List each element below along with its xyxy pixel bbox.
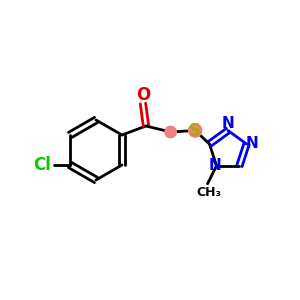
Circle shape [189, 124, 202, 137]
Text: N: N [246, 136, 258, 152]
Text: O: O [136, 86, 150, 104]
Text: Cl: Cl [33, 156, 51, 174]
Text: CH₃: CH₃ [196, 186, 221, 199]
Text: S: S [189, 122, 201, 140]
Text: N: N [209, 158, 221, 173]
Text: N: N [222, 116, 234, 131]
Circle shape [165, 126, 176, 138]
